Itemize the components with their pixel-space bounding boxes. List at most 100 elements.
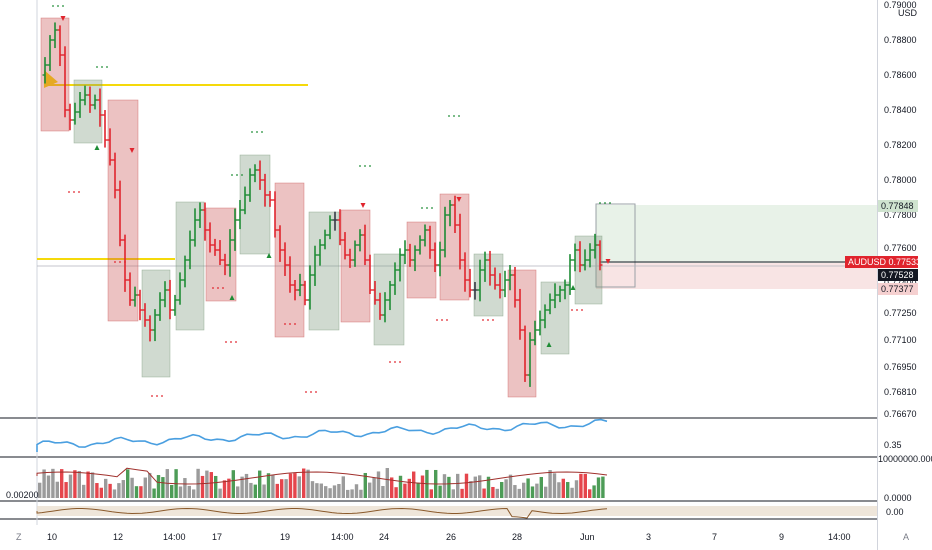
signal-dots — [212, 287, 214, 289]
volume-bar — [350, 489, 354, 498]
volume-bar — [121, 480, 125, 498]
signal-dots — [156, 395, 158, 397]
volume-bar — [570, 487, 574, 498]
signal-dots — [421, 207, 423, 209]
volume-bar — [469, 481, 473, 498]
signal-dots — [284, 323, 286, 325]
price-tick-label: 0.77250 — [884, 308, 917, 318]
signal-dots — [106, 66, 108, 68]
volume-bar — [504, 479, 508, 498]
signal-dots — [161, 395, 163, 397]
signal-dots — [599, 202, 601, 204]
volume-bar — [306, 469, 310, 498]
volume-top-tick: 10000000.0000 — [878, 454, 932, 464]
price-tick-label: 0.77100 — [884, 335, 917, 345]
volume-bar — [456, 473, 460, 498]
signal-dots — [73, 191, 75, 193]
signal-dots — [62, 5, 64, 7]
volume-bar — [442, 474, 447, 498]
signal-dots — [101, 66, 103, 68]
volume-bar — [398, 475, 403, 498]
signal-dots — [124, 261, 126, 263]
volume-bar — [117, 483, 121, 498]
volume-bar — [337, 483, 341, 498]
volume-bar — [513, 485, 517, 498]
date-tick-label: 9 — [779, 532, 785, 542]
volume-bar — [416, 482, 420, 498]
date-tick-label: 19 — [280, 532, 291, 542]
volume-bar — [161, 477, 165, 498]
date-tick-label: 14:00 — [828, 532, 851, 542]
volume-bar — [557, 482, 561, 498]
range-box-lower — [596, 263, 878, 289]
volume-bar — [271, 474, 275, 498]
signal-dots — [581, 309, 583, 311]
price-tick-label: 0.76810 — [884, 387, 917, 397]
volume-bar — [324, 486, 328, 498]
volume-bar — [381, 486, 385, 498]
signal-dots — [225, 341, 227, 343]
signal-dots — [251, 131, 253, 133]
price-tick-label: 0.77600 — [884, 243, 917, 253]
volume-bar — [596, 477, 601, 498]
signal-dots — [394, 361, 396, 363]
date-tick-label: 28 — [512, 532, 523, 542]
volume-bar — [90, 472, 95, 498]
zoom-button[interactable]: Z — [16, 532, 22, 542]
signal-dots — [576, 309, 578, 311]
volume-bar — [592, 485, 596, 498]
signal-triangle — [605, 259, 611, 264]
volume-bar — [77, 470, 81, 498]
volume-bar — [579, 473, 583, 498]
volume-bar — [438, 485, 442, 498]
signal-dots — [604, 202, 606, 204]
signal-triangle — [229, 295, 235, 300]
signal-dots — [119, 261, 121, 263]
rsi-tick: 0.35 — [884, 440, 902, 450]
price-tick-label: 0.78600 — [884, 70, 917, 80]
volume-bar — [486, 476, 491, 498]
date-tick-label: 3 — [646, 532, 652, 542]
signal-dots — [78, 191, 80, 193]
volume-bar — [359, 489, 363, 498]
volume-bar — [178, 486, 183, 498]
volume-bar — [262, 484, 266, 498]
signal-dots — [315, 391, 317, 393]
volume-bar — [464, 473, 469, 498]
volume-bar — [64, 482, 68, 498]
currency-label: USD — [898, 8, 918, 18]
signal-dots — [369, 165, 371, 167]
volume-bar — [55, 481, 59, 498]
volume-bar — [222, 480, 227, 498]
signal-dots — [609, 202, 611, 204]
volume-bar — [332, 485, 337, 498]
auto-scale-button[interactable]: A — [903, 532, 910, 542]
price-tick-label: 0.78200 — [884, 140, 917, 150]
volume-bar — [249, 482, 253, 498]
volume-bar — [38, 482, 42, 498]
signal-triangle — [456, 197, 462, 202]
signal-dots — [487, 319, 489, 321]
volume-bar — [447, 476, 451, 498]
volume-bar — [266, 473, 271, 498]
signal-dots — [151, 395, 153, 397]
signal-dots — [305, 391, 307, 393]
date-tick-label: 14:00 — [331, 532, 354, 542]
volume-bar — [227, 478, 231, 498]
signal-dots — [441, 319, 443, 321]
signal-dots — [57, 5, 59, 7]
volume-bar — [156, 475, 161, 498]
volume-bar — [376, 471, 381, 498]
volume-bar — [412, 471, 416, 498]
date-tick-label: 26 — [446, 532, 457, 542]
date-tick-label: 24 — [379, 532, 390, 542]
signal-dots — [52, 5, 54, 7]
price-tick-label: 0.78400 — [884, 105, 917, 115]
volume-bar — [143, 477, 147, 498]
volume-bar — [130, 477, 134, 498]
volume-bar — [284, 479, 288, 498]
osc-band — [37, 506, 878, 516]
volume-bar — [95, 483, 99, 498]
